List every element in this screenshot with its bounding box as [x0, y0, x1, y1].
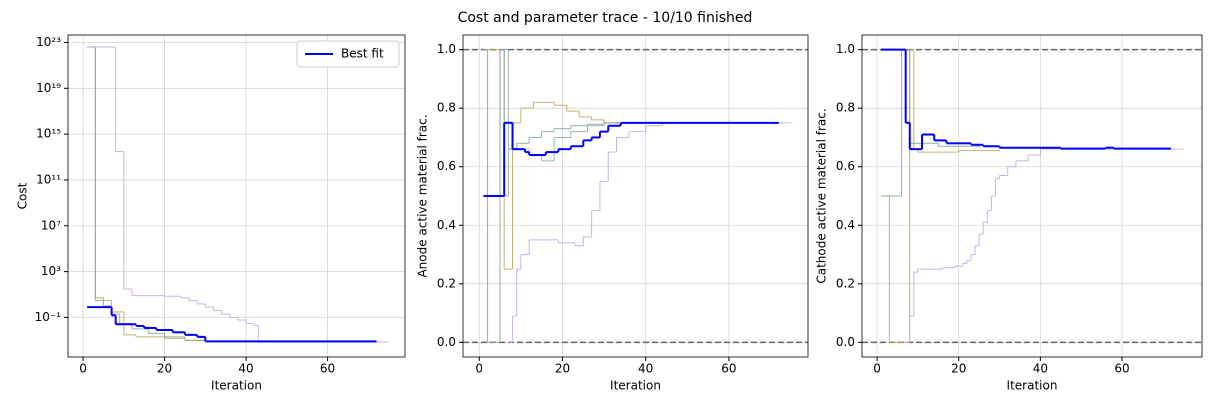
y-tick-label: 0.4 — [437, 218, 456, 232]
x-tick-label: 40 — [1033, 362, 1048, 376]
x-axis-label: Iteration — [610, 379, 661, 393]
y-tick-label: 0.2 — [836, 276, 855, 290]
y-tick-label: 0.8 — [437, 101, 456, 115]
y-tick-label: 1.0 — [836, 42, 855, 56]
y-tick-label: 10⁻¹ — [35, 310, 62, 324]
axes-frame — [462, 34, 809, 358]
y-tick-label: 10³ — [41, 264, 61, 278]
y-tick-label: 10²³ — [36, 35, 61, 49]
y-tick-label: 0.0 — [437, 335, 456, 349]
x-tick-label: 0 — [873, 362, 881, 376]
legend-box — [296, 40, 400, 68]
y-axis-label: Cathode active material frac. — [815, 108, 829, 283]
x-tick-label: 20 — [951, 362, 966, 376]
axes-frame — [67, 34, 406, 358]
x-tick-label: 20 — [157, 362, 172, 376]
y-tick-label: 1.0 — [437, 42, 456, 56]
y-axis-label: Cost — [16, 182, 30, 209]
plot-area — [87, 46, 389, 343]
y-tick-label: 10¹¹ — [36, 172, 61, 186]
x-tick-label: 20 — [555, 362, 570, 376]
x-tick-label: 60 — [721, 362, 736, 376]
x-axis-label: Iteration — [1007, 379, 1058, 393]
y-tick-label: 0.6 — [836, 159, 855, 173]
axes-frame — [861, 34, 1203, 358]
x-tick-label: 0 — [79, 362, 87, 376]
y-tick-label: 0.4 — [836, 218, 855, 232]
x-tick-label: 0 — [475, 362, 483, 376]
plot-area — [881, 48, 1184, 343]
x-tick-label: 40 — [238, 362, 253, 376]
y-tick-label: 0.6 — [437, 159, 456, 173]
legend-label: Best fit — [341, 47, 384, 61]
y-tick-label: 0.8 — [836, 101, 855, 115]
y-tick-label: 10¹⁵ — [36, 127, 61, 141]
y-tick-label: 0.0 — [836, 335, 855, 349]
plot-area — [483, 49, 792, 343]
x-tick-label: 40 — [638, 362, 653, 376]
figure-title: Cost and parameter trace - 10/10 finishe… — [458, 10, 753, 26]
y-tick-label: 10¹⁹ — [36, 81, 61, 95]
x-axis-label: Iteration — [211, 379, 262, 393]
x-tick-label: 60 — [320, 362, 335, 376]
x-tick-label: 60 — [1114, 362, 1129, 376]
y-axis-label: Anode active material frac. — [416, 114, 430, 277]
y-tick-label: 10⁷ — [41, 218, 61, 232]
y-tick-label: 0.2 — [437, 276, 456, 290]
